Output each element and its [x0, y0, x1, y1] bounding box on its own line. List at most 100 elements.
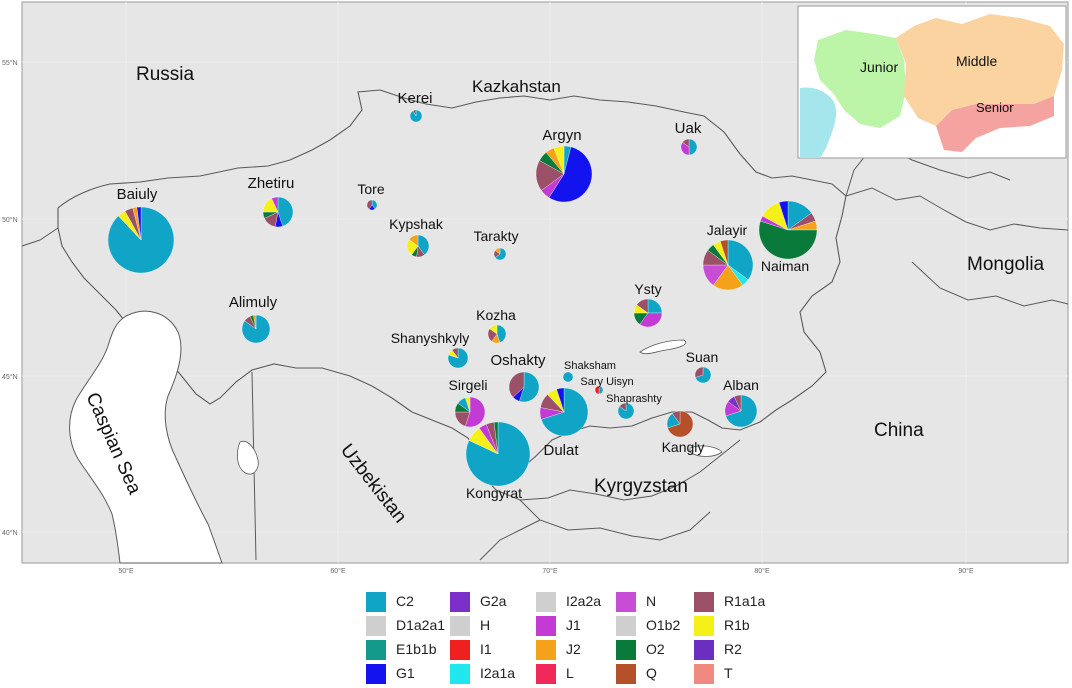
legend-label: I2a2a [566, 593, 602, 609]
lon-tick: 90°E [958, 567, 974, 575]
legend-label: R1a1a [724, 593, 766, 609]
country-label-russia: Russia [136, 64, 195, 85]
inset-map: Junior Middle Senior [797, 5, 1067, 159]
balkhash-lake [639, 339, 687, 355]
pie-slice-r1b [489, 324, 498, 335]
legend-swatch [694, 640, 714, 660]
pie-slice-j1 [271, 196, 279, 213]
pie-slice-g1 [136, 206, 142, 241]
pie-slice-r1a1a [636, 298, 649, 314]
pie-slice-g1 [548, 146, 593, 203]
legend-item-i1: I1 [450, 640, 550, 660]
pie-slice-c2 [277, 196, 294, 227]
legend-item-l: L [536, 664, 636, 684]
pie-slice-c2 [727, 239, 754, 280]
pie-slice-r1a1a [694, 366, 704, 378]
pie-jalayir: Jalayir [702, 222, 754, 291]
pie-slice-r1a1a [733, 394, 742, 412]
tribe-label: Sirgeli [449, 377, 488, 393]
tribe-label: Ysty [634, 281, 661, 297]
tribe-label: Alimuly [229, 294, 278, 311]
latitude-ticks: 55°N 50°N 45°N 40°N [2, 59, 18, 537]
legend-label: N [646, 593, 657, 609]
pie-slice-q [667, 410, 694, 438]
legend-swatch [366, 616, 386, 636]
tajik-border [479, 519, 541, 561]
legend-item-g2a: G2a [450, 592, 550, 612]
legend-item-j2: J2 [536, 640, 636, 660]
pie-slice-c2 [562, 371, 574, 383]
pie-slice-r1b [553, 145, 565, 175]
legend-swatch [616, 592, 636, 612]
pie-slice-r1a1a [619, 402, 627, 412]
pie-slice-r1a1a [682, 138, 690, 148]
legend-swatch [536, 592, 556, 612]
lat-tick: 45°N [2, 373, 18, 381]
pie-slice-g1 [556, 387, 565, 413]
pie-shaksham: Shaksham [562, 360, 616, 383]
legend-swatch [694, 664, 714, 684]
pie-argyn: Argyn [535, 127, 593, 203]
tribe-label: Shanyshkyly [391, 330, 470, 346]
pie-slice-r1a1a [508, 371, 525, 398]
tribe-label: Tarakty [473, 228, 518, 244]
lat-tick: 55°N [2, 59, 18, 67]
legend-swatch [366, 592, 386, 612]
pie-zhetiru: Zhetiru [248, 175, 294, 228]
legend-label: T [724, 665, 733, 681]
legend-item-r1a1a: R1a1a [694, 592, 794, 612]
legend-item-n: N [616, 592, 716, 612]
legend-label: E1b1b [396, 641, 437, 657]
legend-swatch [616, 664, 636, 684]
issyk-kul [689, 445, 723, 457]
pie-shanyshkyly: Shanyshkyly [391, 330, 470, 369]
tribe-label: Alban [723, 377, 759, 393]
legend-item-q: Q [616, 664, 716, 684]
tribe-label: Shaksham [564, 360, 616, 372]
tribe-label: Uak [675, 120, 702, 137]
pie-kozha: Kozha [476, 307, 516, 344]
pie-slice-c2 [417, 234, 430, 256]
pie-oshakty: Oshakty [490, 352, 546, 403]
pie-alimuly: Alimuly [229, 294, 278, 344]
pie-baiuly: Baiuly [107, 186, 175, 274]
legend-label: Q [646, 665, 657, 681]
legend-swatch [450, 664, 470, 684]
legend-item-e1b1b: E1b1b [366, 640, 466, 660]
pie-kangly: Kangly [662, 410, 704, 455]
legend-swatch [694, 616, 714, 636]
lat-tick: 50°N [2, 216, 18, 224]
tribe-label: Baiuly [117, 186, 158, 203]
pie-shaprashty: Shaprashty [606, 393, 662, 420]
pie-kerei: Kerei [397, 90, 433, 123]
legend-swatch [616, 616, 636, 636]
russia-east-border [845, 147, 1011, 197]
lat-tick: 40°N [2, 529, 18, 537]
pie-slice-c2 [540, 387, 589, 437]
uzbek-kyrgyz-border [469, 439, 741, 501]
pie-tore: Tore [357, 181, 385, 211]
pie-tarakty: Tarakty [473, 228, 519, 261]
legend-label: O2 [646, 641, 665, 657]
caspian-sea [69, 310, 223, 564]
mongolia-south-border [911, 261, 1069, 307]
legend-swatch [450, 592, 470, 612]
pie-slice-r1a1a [451, 347, 459, 359]
legend-label: I2a1a [480, 665, 516, 681]
legend-label: J1 [566, 617, 581, 633]
pie-slice-c2 [465, 421, 531, 487]
pie-naiman: Naiman [758, 200, 818, 274]
inset-zone-senior [936, 96, 1054, 152]
lon-tick: 80°E [754, 567, 770, 575]
pie-ysty: Ysty [633, 281, 663, 328]
tribe-label: Tore [357, 181, 384, 197]
pie-uak: Uak [675, 120, 702, 156]
aral-sea [236, 440, 259, 475]
pie-dulat: Dulat [539, 387, 589, 459]
pie-slice-c2 [519, 371, 540, 403]
legend-label: L [566, 665, 574, 681]
pie-slice-c2 [494, 247, 507, 261]
mongolia-border [845, 187, 1069, 231]
pie-alban: Alban [723, 377, 759, 428]
